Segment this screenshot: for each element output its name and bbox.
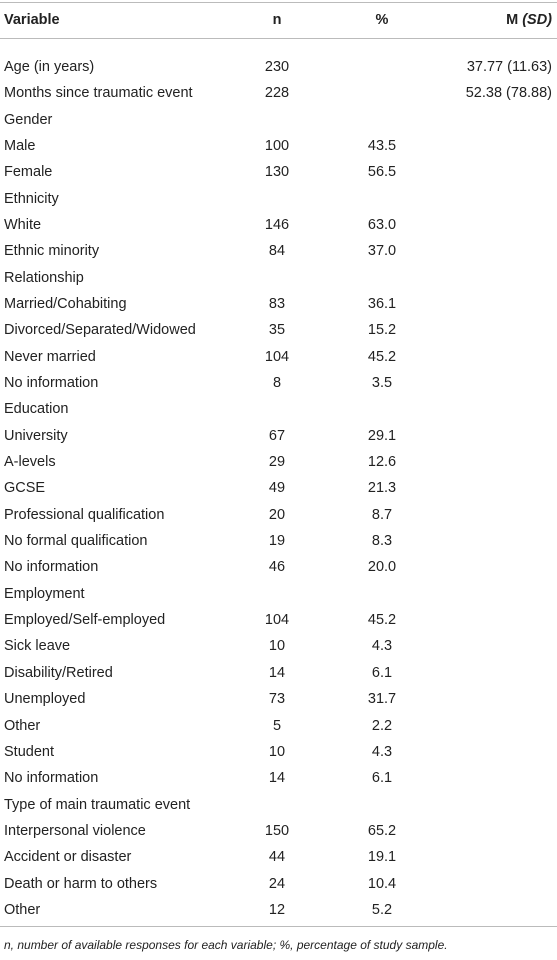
variable-cell: Disability/Retired	[4, 664, 113, 681]
variable-cell: Months since traumatic event	[4, 85, 193, 102]
value-cell: 100	[264, 138, 290, 155]
value-cell: 31.7	[367, 691, 397, 708]
value-cell: 15.2	[367, 322, 397, 339]
value-cell: 73	[268, 691, 286, 708]
variable-cell: Age (in years)	[4, 59, 95, 75]
value-cell: 46	[268, 559, 286, 576]
value-cell: 146	[264, 217, 290, 234]
variable-cell: University	[4, 427, 68, 444]
value-cell: 104	[264, 612, 290, 629]
variable-cell: No information	[4, 770, 99, 787]
value-cell: 6.1	[371, 770, 393, 787]
header-text: M	[506, 12, 519, 28]
value-cell: 83	[268, 296, 286, 313]
value-cell: 10	[268, 638, 286, 655]
rule	[0, 38, 557, 39]
value-cell: 19.1	[367, 849, 397, 866]
value-cell: 36.1	[367, 296, 397, 313]
variable-cell: Ethnic minority	[4, 243, 100, 260]
value-cell: 8.7	[371, 506, 393, 523]
value-cell: 104	[264, 348, 290, 365]
value-cell: 24	[268, 875, 286, 892]
value-cell: 35	[268, 322, 286, 339]
value-cell: 130	[264, 164, 290, 181]
value-cell: 6.1	[371, 664, 393, 681]
variable-cell: White	[4, 217, 42, 234]
value-cell: 228	[264, 85, 290, 102]
value-cell: 45.2	[367, 612, 397, 629]
value-cell: 45.2	[367, 348, 397, 365]
value-cell: 2.2	[371, 717, 393, 734]
variable-cell: Other	[4, 901, 41, 918]
value-cell: 43.5	[367, 138, 397, 155]
variable-cell: Interpersonal violence	[4, 822, 146, 839]
value-cell: 20	[268, 506, 286, 523]
value-cell: 56.5	[367, 164, 397, 181]
value-cell: 150	[264, 822, 290, 839]
value-cell: 63.0	[367, 217, 397, 234]
value-cell: 4.3	[371, 743, 393, 760]
variable-cell: A-levels	[4, 454, 56, 471]
footnote: n, number of available responses for eac…	[4, 938, 448, 952]
value-cell: 8.3	[371, 533, 393, 550]
variable-cell: Ethnicity	[4, 190, 59, 207]
value-cell: 5	[272, 717, 282, 734]
value-cell: 10	[268, 743, 286, 760]
value-cell: 52.38 (78.88)	[465, 85, 552, 102]
header-cell: %	[375, 12, 389, 28]
value-cell: 14	[268, 664, 286, 681]
value-cell: 37.77 (11.63)	[466, 59, 552, 75]
variable-cell: Death or harm to others	[4, 875, 158, 892]
variable-cell: Employed/Self-employed	[4, 612, 166, 629]
value-cell: 8	[272, 375, 282, 392]
value-cell: 4.3	[371, 638, 393, 655]
value-cell: 19	[268, 533, 286, 550]
value-cell: 49	[268, 480, 286, 497]
variable-cell: Divorced/Separated/Widowed	[4, 322, 196, 339]
variable-cell: Female	[4, 164, 53, 181]
variable-cell: Never married	[4, 348, 96, 365]
value-cell: 12.6	[367, 454, 397, 471]
header-cell: n	[272, 12, 282, 28]
value-cell: 20.0	[367, 559, 397, 576]
rule	[0, 926, 557, 927]
variable-cell: Relationship	[4, 269, 84, 286]
variable-cell: Married/Cohabiting	[4, 296, 127, 313]
header-text: (SD)	[522, 12, 552, 28]
value-cell: 44	[268, 849, 286, 866]
header-cell: Variable	[4, 12, 60, 28]
value-cell: 14	[268, 770, 286, 787]
rule	[0, 2, 557, 3]
value-cell: 37.0	[367, 243, 397, 260]
value-cell: 84	[268, 243, 286, 260]
variable-cell: No information	[4, 559, 99, 576]
variable-cell: Professional qualification	[4, 506, 165, 523]
variable-cell: Sick leave	[4, 638, 71, 655]
variable-cell: Student	[4, 743, 54, 760]
header-cell: M (SD)	[506, 12, 552, 28]
variable-cell: Accident or disaster	[4, 849, 132, 866]
variable-cell: Unemployed	[4, 691, 86, 708]
value-cell: 10.4	[367, 875, 397, 892]
value-cell: 29	[268, 454, 286, 471]
variable-cell: Employment	[4, 585, 85, 602]
value-cell: 21.3	[367, 480, 397, 497]
variable-cell: Type of main traumatic event	[4, 796, 191, 813]
value-cell: 5.2	[371, 901, 393, 918]
value-cell: 67	[268, 427, 286, 444]
variable-cell: Gender	[4, 111, 53, 128]
value-cell: 3.5	[371, 375, 393, 392]
variable-cell: Male	[4, 138, 36, 155]
value-cell: 65.2	[367, 822, 397, 839]
value-cell: 230	[264, 59, 290, 75]
variable-cell: No information	[4, 375, 99, 392]
value-cell: 29.1	[367, 427, 397, 444]
value-cell: 12	[268, 901, 286, 918]
variable-cell: Other	[4, 717, 41, 734]
variable-cell: GCSE	[4, 480, 46, 497]
variable-cell: Education	[4, 401, 69, 418]
variable-cell: No formal qualification	[4, 533, 148, 550]
